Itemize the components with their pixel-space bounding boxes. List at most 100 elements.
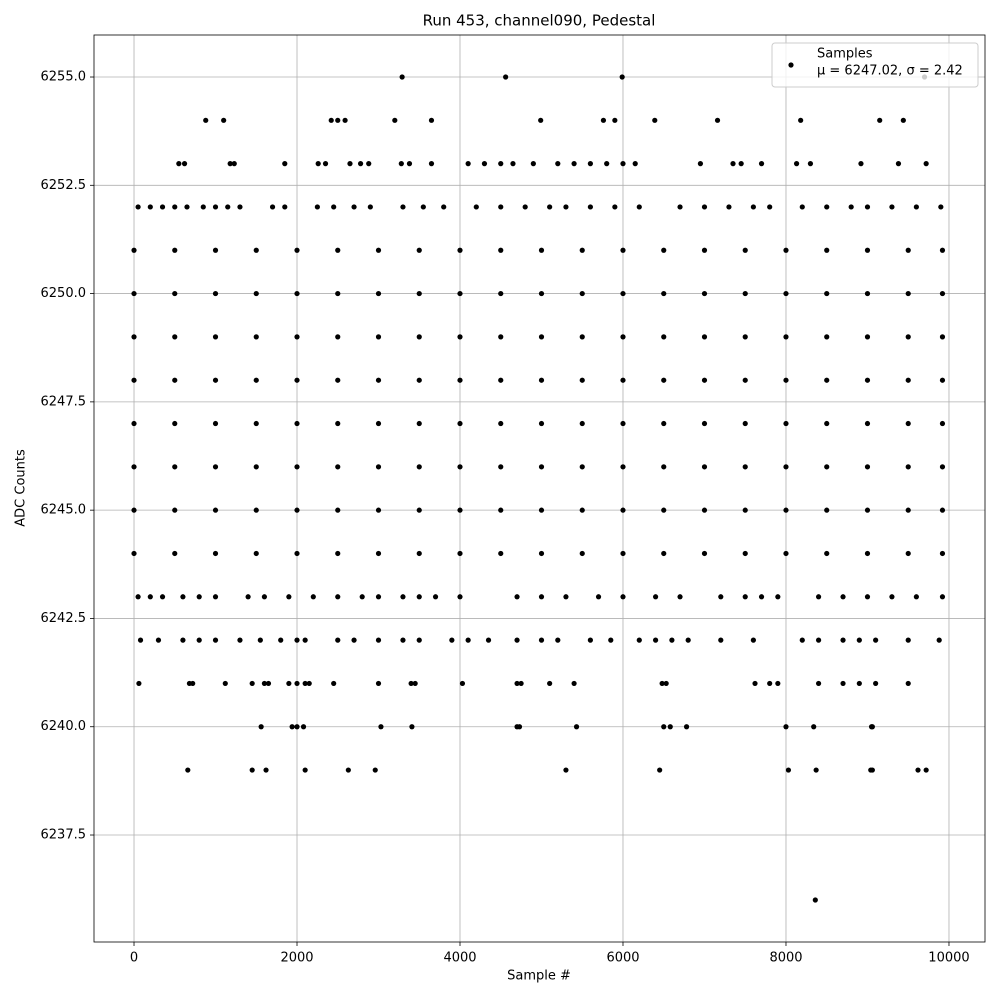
point — [212, 637, 219, 643]
point — [620, 334, 626, 340]
point — [799, 637, 805, 643]
point — [498, 507, 504, 513]
point — [824, 464, 830, 470]
point — [335, 377, 341, 383]
point — [335, 290, 341, 297]
point — [131, 420, 137, 427]
point — [375, 420, 382, 427]
point — [172, 507, 178, 513]
point — [294, 637, 300, 643]
point — [661, 724, 667, 730]
point — [840, 680, 846, 687]
point — [840, 637, 846, 643]
point — [813, 767, 819, 773]
point — [375, 680, 382, 687]
point — [563, 204, 569, 210]
point — [889, 594, 895, 600]
point — [147, 594, 153, 600]
point — [652, 594, 659, 600]
point — [538, 290, 545, 297]
point — [416, 420, 422, 427]
point — [172, 247, 178, 253]
point — [783, 507, 789, 513]
point — [342, 117, 348, 123]
point — [212, 204, 219, 210]
point — [767, 680, 773, 687]
point — [282, 204, 288, 210]
point — [824, 507, 830, 513]
point — [400, 637, 406, 643]
point — [730, 161, 736, 167]
point — [503, 74, 509, 80]
legend: Samples μ = 6247.02, σ = 2.42 — [771, 42, 979, 88]
point — [620, 247, 626, 253]
point — [172, 334, 178, 340]
point — [225, 204, 231, 210]
point — [905, 464, 911, 470]
point — [253, 290, 259, 297]
point — [420, 204, 426, 210]
point — [212, 334, 219, 340]
point — [345, 767, 351, 773]
point — [905, 290, 911, 297]
point — [714, 117, 721, 123]
point — [335, 117, 341, 123]
point — [249, 767, 255, 773]
point — [579, 290, 585, 297]
point — [222, 680, 228, 687]
point — [258, 724, 264, 730]
point — [812, 897, 818, 903]
point — [923, 161, 929, 167]
point — [701, 290, 708, 297]
point — [359, 594, 365, 600]
point — [661, 420, 667, 427]
point — [172, 204, 178, 210]
point — [840, 594, 846, 600]
point — [212, 550, 219, 557]
point — [302, 767, 308, 773]
point — [137, 637, 144, 643]
point — [555, 637, 561, 643]
point — [620, 377, 626, 383]
point — [750, 637, 756, 643]
point — [620, 550, 626, 557]
point — [306, 680, 312, 687]
point — [579, 377, 585, 383]
point — [905, 420, 911, 427]
point — [555, 161, 561, 167]
point — [913, 204, 919, 210]
point — [302, 680, 308, 687]
point — [864, 334, 871, 340]
x-tick-label: 0 — [130, 951, 138, 966]
point — [579, 507, 585, 513]
point — [457, 247, 463, 253]
point — [905, 637, 911, 643]
point — [131, 290, 137, 297]
point — [457, 377, 463, 383]
point — [257, 637, 263, 643]
point — [900, 117, 906, 123]
point — [636, 204, 642, 210]
point — [750, 204, 756, 210]
point — [136, 680, 142, 687]
point — [905, 550, 911, 557]
point — [604, 161, 610, 167]
point — [619, 74, 625, 80]
point — [742, 550, 748, 557]
point — [498, 334, 504, 340]
point — [652, 637, 659, 643]
legend-note: μ = 6247.02, σ = 2.42 — [817, 64, 963, 79]
point — [294, 507, 300, 513]
point — [538, 594, 545, 600]
point — [412, 680, 418, 687]
point — [824, 334, 830, 340]
point — [547, 204, 553, 210]
legend-marker — [788, 62, 794, 68]
point — [227, 161, 233, 167]
point — [294, 550, 300, 557]
point — [939, 420, 946, 427]
y-tick-label: 6252.5 — [41, 178, 87, 193]
point — [253, 334, 259, 340]
point — [253, 247, 259, 253]
point — [905, 680, 911, 687]
